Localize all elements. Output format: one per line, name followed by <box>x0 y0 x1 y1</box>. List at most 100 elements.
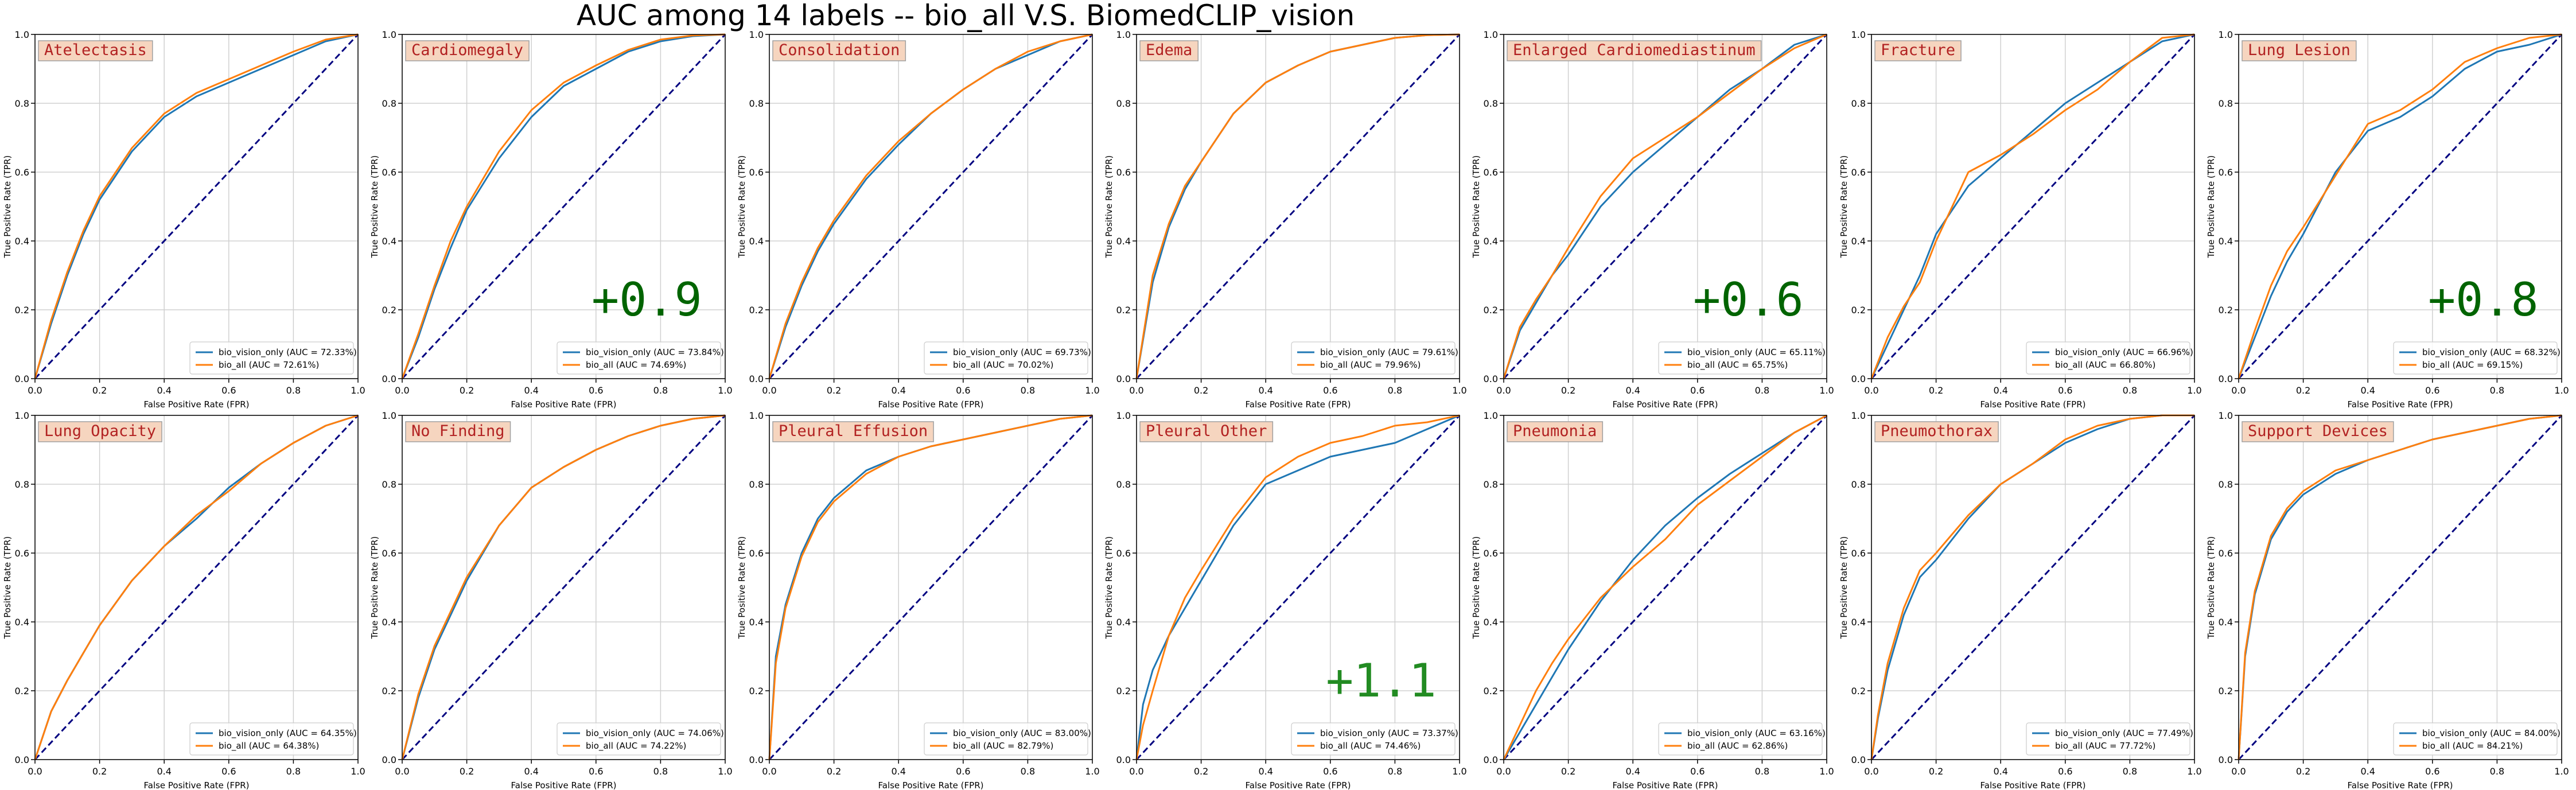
x-tick-label: 1.0 <box>718 766 732 777</box>
y-tick-label: 0.2 <box>1851 686 1866 696</box>
y-axis-label: True Positive Rate (TPR) <box>737 155 747 259</box>
y-tick-label: 0.8 <box>382 479 396 490</box>
x-tick-label: 0.2 <box>460 766 474 777</box>
x-tick-label: 0.2 <box>1561 385 1575 396</box>
legend-entry-2: bio_all (AUC = 77.72%) <box>2055 741 2155 752</box>
chance-diagonal-line <box>1135 33 1461 380</box>
x-tick-label: 0.8 <box>1755 766 1769 777</box>
roc-series-2-line <box>768 414 1093 760</box>
roc-series-1-line <box>768 33 1093 379</box>
y-tick-label: 0.4 <box>1851 236 1866 247</box>
legend-box <box>557 722 721 756</box>
x-axis-label: False Positive Rate (FPR) <box>144 780 250 790</box>
x-tick-label: 1.0 <box>2554 766 2569 777</box>
panel-label-box <box>2242 40 2357 61</box>
y-tick-label: 0.0 <box>382 754 396 765</box>
x-tick-label: 0.4 <box>1258 766 1273 777</box>
x-tick-label: 1.0 <box>2554 385 2569 396</box>
legend-entry-2: bio_all (AUC = 74.46%) <box>1320 741 1421 752</box>
panel-label-box <box>38 40 153 61</box>
legend-box <box>2393 722 2558 756</box>
y-tick-label: 0.6 <box>1851 167 1866 178</box>
panel-label: Pneumothorax <box>1881 422 1993 440</box>
x-tick-label: 0.6 <box>1690 766 1705 777</box>
axes-frame <box>769 34 1093 379</box>
legend-box <box>2026 722 2190 756</box>
axes-frame <box>1871 415 2195 760</box>
y-tick-label: 1.0 <box>1484 29 1498 40</box>
panel-7: 0.0 0.2 0.4 0.6 0.8 1.0 0.0 0.2 0.4 0.6 0.8 1.0 Fals… <box>2206 29 2569 410</box>
chance-diagonal-line <box>2238 414 2563 761</box>
legend-box <box>2393 341 2558 375</box>
x-axis-label: False Positive Rate (FPR) <box>1246 780 1351 790</box>
roc-series-2-line <box>768 33 1093 379</box>
x-tick-label: 0.2 <box>460 385 474 396</box>
x-tick-label: 0.4 <box>157 766 171 777</box>
roc-series-1-line <box>1135 414 1460 760</box>
chance-diagonal-line <box>1870 33 2196 380</box>
x-axis-label: False Positive Rate (FPR) <box>1613 399 1718 410</box>
panel-label: Lung Lesion <box>2248 41 2351 59</box>
y-tick-label: 0.2 <box>15 305 29 316</box>
y-tick-label: 0.4 <box>382 617 396 628</box>
x-tick-label: 1.0 <box>1452 385 1466 396</box>
x-tick-label: 0.8 <box>653 766 668 777</box>
legend-entry-2: bio_all (AUC = 72.61%) <box>219 360 319 371</box>
legend-entry-2: bio_all (AUC = 84.21%) <box>2422 741 2523 752</box>
legend-entry-1: bio_vision_only (AUC = 73.84%) <box>586 347 724 358</box>
x-tick-label: 0.4 <box>1993 766 2007 777</box>
panel-label-box <box>405 421 511 442</box>
x-tick-label: 0.6 <box>589 385 603 396</box>
y-tick-label: 0.0 <box>382 373 396 384</box>
y-tick-label: 0.8 <box>1484 479 1498 490</box>
x-tick-label: 0.8 <box>286 385 301 396</box>
y-tick-label: 0.0 <box>15 373 29 384</box>
panel-label-box <box>1874 40 1962 61</box>
y-tick-label: 0.6 <box>1116 167 1131 178</box>
panel-11: 0.0 0.2 0.4 0.6 0.8 1.0 0.0 0.2 0.4 0.6 0.8 1.0 Fals… <box>1104 410 1467 790</box>
roc-series-2-line <box>1503 33 1827 379</box>
y-tick-label: 0.2 <box>2219 686 2233 696</box>
y-axis-label: True Positive Rate (TPR) <box>1839 155 1849 259</box>
y-tick-label: 0.8 <box>1116 479 1131 490</box>
roc-series-2-line <box>2238 414 2562 760</box>
x-tick-label: 0.6 <box>2058 766 2072 777</box>
y-tick-label: 1.0 <box>2219 410 2233 421</box>
roc-series-2-line <box>1870 414 2194 760</box>
x-tick-label: 0.0 <box>395 385 409 396</box>
panel-6: 0.0 0.2 0.4 0.6 0.8 1.0 0.0 0.2 0.4 0.6 0.8 1.0 Fals… <box>1839 29 2202 410</box>
x-axis-label: False Positive Rate (FPR) <box>511 399 617 410</box>
y-tick-label: 0.2 <box>1116 686 1131 696</box>
legend-box <box>924 341 1088 375</box>
x-tick-label: 0.6 <box>956 385 970 396</box>
x-tick-label: 0.2 <box>92 766 107 777</box>
x-tick-label: 0.4 <box>1625 766 1640 777</box>
y-tick-label: 1.0 <box>15 410 29 421</box>
x-tick-label: 0.6 <box>1323 385 1337 396</box>
y-tick-label: 0.6 <box>15 167 29 178</box>
legend-entry-1: bio_vision_only (AUC = 79.61%) <box>1320 347 1458 358</box>
roc-series-1-line <box>34 33 359 379</box>
legend-box <box>1291 341 1456 375</box>
x-tick-label: 0.2 <box>2296 766 2310 777</box>
x-tick-label: 0.0 <box>1864 385 1878 396</box>
axes-frame <box>1503 34 1827 379</box>
y-tick-label: 0.4 <box>1116 617 1131 628</box>
x-tick-label: 0.6 <box>221 766 236 777</box>
panel-label: Atelectasis <box>44 41 147 59</box>
y-tick-label: 0.0 <box>1484 373 1498 384</box>
legend-box <box>189 722 354 756</box>
y-tick-label: 0.6 <box>1116 548 1131 559</box>
y-tick-label: 0.2 <box>749 305 764 316</box>
roc-series-2-line <box>1870 33 2195 379</box>
panel-label-box <box>1139 421 1274 442</box>
y-tick-label: 0.2 <box>15 686 29 696</box>
y-axis-label: True Positive Rate (TPR) <box>2206 536 2216 640</box>
x-tick-label: 0.8 <box>2490 766 2504 777</box>
y-tick-label: 0.6 <box>1851 548 1866 559</box>
panel-label-box <box>38 421 162 442</box>
y-tick-label: 0.0 <box>1851 754 1866 765</box>
legend-entry-1: bio_vision_only (AUC = 65.11%) <box>1687 347 1826 358</box>
x-axis-label: False Positive Rate (FPR) <box>1980 780 2086 790</box>
chance-diagonal-line <box>401 33 726 380</box>
